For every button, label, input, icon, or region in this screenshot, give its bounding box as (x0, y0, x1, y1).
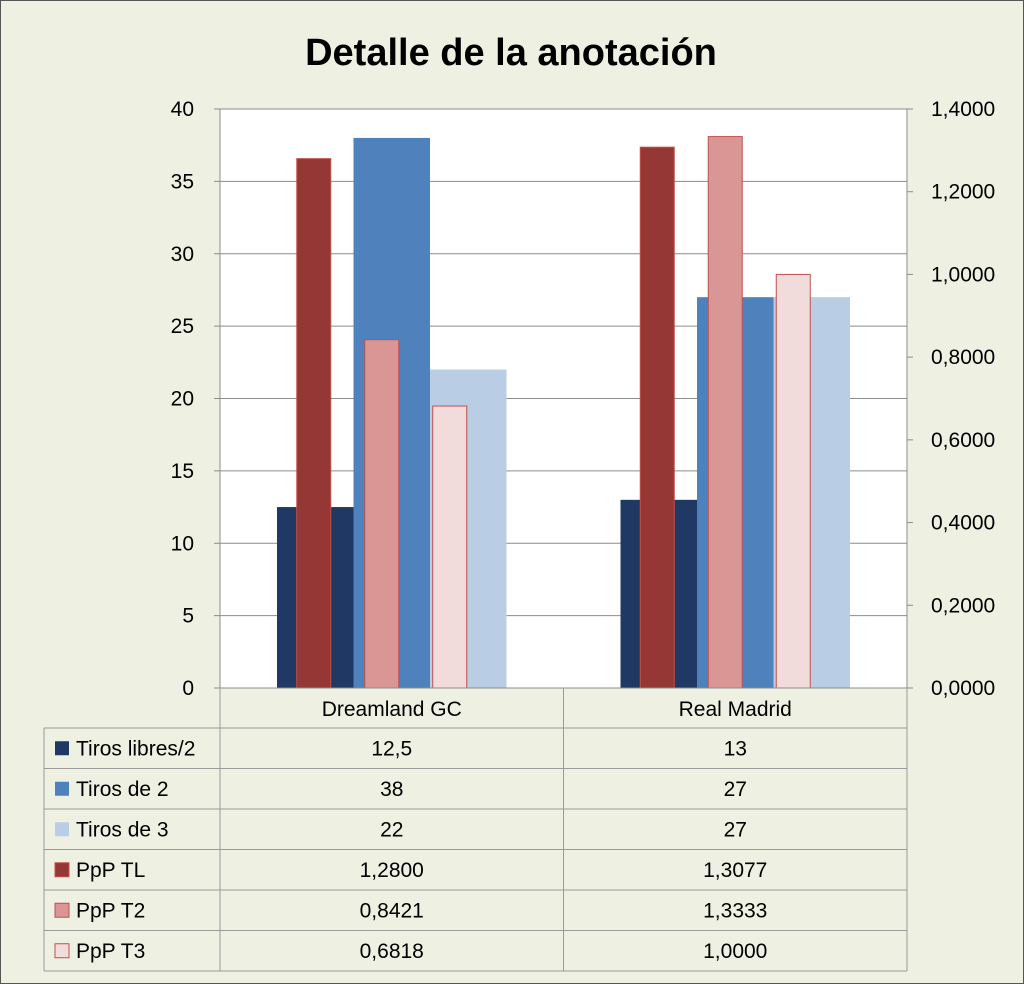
axes-group: 0 5 10 15 20 25 30 35 40 0,0000 0,2000 0,4000 0,6000… (171, 98, 996, 700)
left-axis-tick-label: 25 (171, 315, 194, 338)
legend-series-name: Tiros de 2 (76, 778, 169, 801)
bars-group (277, 136, 850, 689)
left-axis-tick-label: 40 (171, 98, 194, 121)
left-axis-tick-label: 5 (182, 605, 194, 628)
left-axis-tick-label: 15 (171, 460, 194, 483)
table-cell-value: 1,2800 (360, 859, 424, 882)
legend-series-name: Tiros libres/2 (76, 737, 195, 760)
table-cell-value: 1,3077 (703, 859, 767, 882)
right-axis-tick-label: 0,0000 (931, 677, 995, 700)
legend-swatch (54, 902, 70, 918)
left-axis-tick-label: 0 (182, 677, 194, 700)
table-cell-value: 27 (724, 778, 747, 801)
right-axis-tick-label: 1,0000 (931, 263, 995, 286)
bar-ppp-t3-1 (775, 273, 811, 689)
chart-title: Detalle de la anotación (305, 32, 717, 74)
legend-swatch (55, 781, 69, 796)
right-axis-tick-label: 1,2000 (931, 181, 995, 204)
bar-ppp-tl-0 (296, 158, 332, 689)
table-cell-value: 0,8421 (360, 899, 424, 922)
table-cell-value: 27 (724, 818, 747, 841)
category-label: Real Madrid (679, 698, 792, 721)
table-cell-value: 0,6818 (360, 940, 424, 963)
table-cell-value: 38 (380, 778, 403, 801)
bar-ppp-t3-0 (432, 405, 468, 689)
legend-swatch (55, 822, 69, 837)
right-axis-tick-label: 0,6000 (931, 429, 995, 452)
left-axis-tick-label: 20 (171, 388, 194, 411)
table-cell-value: 1,0000 (703, 940, 767, 963)
bar-ppp-t2-0 (364, 339, 400, 689)
table-cell-value: 22 (380, 818, 403, 841)
left-axis-tick-label: 10 (171, 532, 194, 555)
right-axis-tick-label: 0,8000 (931, 346, 995, 369)
legend-series-name: PpP T3 (76, 940, 145, 963)
left-axis-tick-label: 35 (171, 170, 194, 193)
category-label: Dreamland GC (322, 698, 462, 721)
bar-ppp-tl-1 (639, 146, 675, 689)
legend-swatch (54, 862, 70, 878)
legend-series-name: Tiros de 3 (76, 818, 169, 841)
legend-series-name: PpP TL (76, 859, 145, 882)
right-axis-tick-label: 0,2000 (931, 594, 995, 617)
data-table: Dreamland GC Real Madrid Tiros libres/2 12,… (43, 688, 908, 972)
left-axis-tick-label: 30 (171, 243, 194, 266)
legend-series-name: PpP T2 (76, 899, 145, 922)
table-cell-value: 12,5 (371, 737, 412, 760)
legend-swatch (55, 741, 69, 756)
table-cell-value: 1,3333 (703, 899, 767, 922)
right-axis-tick-label: 0,4000 (931, 512, 995, 535)
bar-ppp-t2-1 (707, 136, 743, 689)
legend-swatch (54, 943, 70, 959)
table-cell-value: 13 (724, 737, 747, 760)
right-axis-tick-label: 1,4000 (931, 98, 995, 121)
